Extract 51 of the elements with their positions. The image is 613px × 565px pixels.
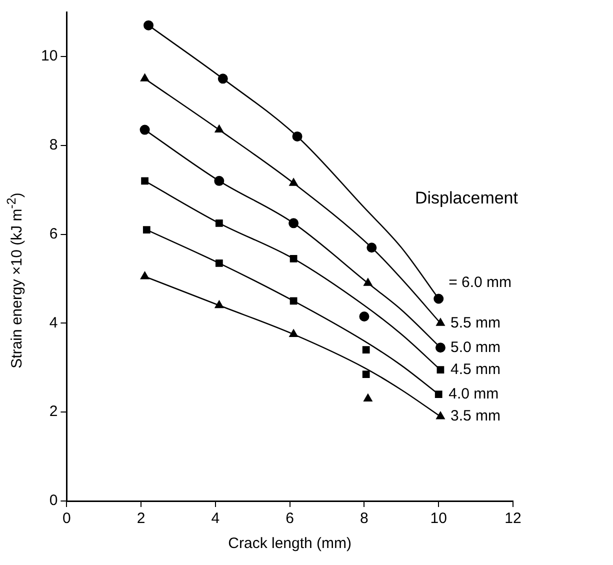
point — [436, 412, 445, 420]
series-label: 5.5 mm — [450, 314, 500, 332]
point — [144, 20, 154, 30]
annotation: Displacement — [415, 188, 518, 208]
point — [364, 394, 372, 402]
point — [218, 74, 228, 84]
y-tick-label: 8 — [49, 136, 58, 154]
series-label: 4.5 mm — [450, 361, 500, 378]
y-tick-label: 2 — [49, 403, 58, 420]
point — [214, 300, 224, 308]
point — [140, 74, 150, 82]
point — [436, 318, 445, 326]
point — [435, 342, 446, 353]
x-tick-label: 12 — [504, 510, 522, 528]
series-label: 4.0 mm — [448, 385, 499, 402]
point — [214, 176, 224, 186]
x-tick-label: 8 — [360, 510, 368, 528]
point — [215, 219, 223, 227]
point — [140, 272, 150, 280]
y-tick-label: 4 — [49, 314, 58, 332]
x-tick-label: 2 — [136, 510, 146, 528]
x-tick-label: 0 — [62, 510, 71, 528]
point — [141, 177, 148, 185]
point — [436, 366, 444, 374]
series-label: 3.5 mm — [450, 408, 500, 425]
point — [290, 297, 298, 305]
series-label: 5.0 mm — [450, 338, 500, 356]
point — [434, 390, 442, 398]
series-label: = 6.0 mm — [448, 274, 512, 291]
point — [215, 259, 223, 267]
point — [364, 278, 372, 286]
x-tick-label: 4 — [211, 510, 220, 528]
point — [434, 294, 444, 304]
point — [292, 131, 302, 142]
point — [359, 312, 370, 322]
x-tick-label: 10 — [430, 510, 447, 528]
y-tick-label: 0 — [49, 492, 58, 510]
point — [289, 178, 298, 186]
point — [142, 226, 150, 234]
point — [140, 124, 150, 135]
x-axis-title: Crack length (mm) — [228, 535, 352, 552]
point — [288, 218, 299, 228]
point — [214, 124, 224, 133]
y-tick-label: 10 — [40, 48, 58, 65]
point — [362, 370, 370, 378]
point — [290, 255, 298, 262]
x-tick-label: 6 — [286, 510, 294, 528]
y-tick-label: 6 — [49, 225, 58, 242]
point — [362, 346, 370, 354]
point — [289, 329, 298, 338]
point — [366, 242, 377, 253]
